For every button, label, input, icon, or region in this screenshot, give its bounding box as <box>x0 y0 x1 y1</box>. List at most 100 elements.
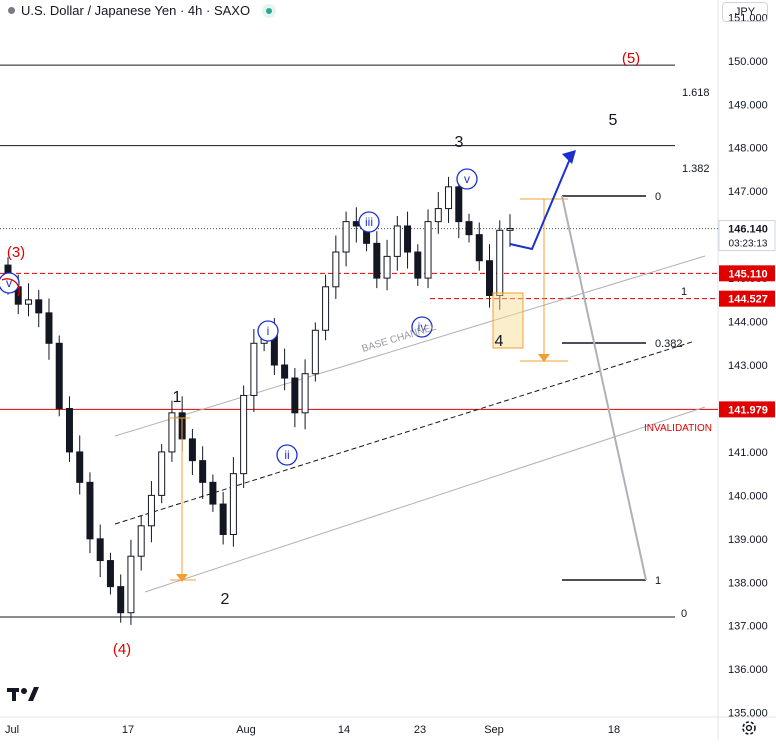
price-axis <box>718 0 776 740</box>
wave-label-circled: iv <box>418 320 427 334</box>
price-tag-resistance-bg <box>719 265 775 282</box>
y-tick-label: 136.000 <box>728 664 768 676</box>
candle-body <box>424 221 432 279</box>
x-tick-label: Aug <box>236 724 256 736</box>
countdown-label: 03:23:13 <box>729 239 768 250</box>
candle-body <box>393 225 401 257</box>
settings-gear-icon[interactable] <box>740 719 758 742</box>
candle-body <box>383 255 391 279</box>
y-tick-label: 139.000 <box>728 534 768 546</box>
fib-label: 1.618 <box>682 87 710 99</box>
y-tick-label: 150.000 <box>728 56 768 68</box>
currency-label: JPY <box>734 6 756 18</box>
candle-body <box>76 451 84 483</box>
y-tick-label: 135.000 <box>728 708 768 720</box>
price-tag-support: 144.527 <box>728 294 768 306</box>
candle-body <box>475 234 483 262</box>
channel-upper-line <box>114 255 706 437</box>
candle-body <box>496 229 504 296</box>
price-tag-support-bg <box>719 290 775 307</box>
wave-label-circled: ii <box>284 448 289 462</box>
y-tick-label: 149.000 <box>728 99 768 111</box>
fib-label: 1 <box>655 575 661 587</box>
candle-body <box>404 225 412 253</box>
wave-label-black: 2 <box>221 591 230 608</box>
wave-circle <box>257 320 279 342</box>
candle-body <box>414 251 422 279</box>
candle-body <box>35 299 43 314</box>
candle-body <box>137 525 145 557</box>
candle-body <box>301 373 309 414</box>
price-tag-invalidation-bg <box>719 401 775 418</box>
candle-body <box>486 260 494 296</box>
candle-body <box>65 407 73 453</box>
x-tick-label: Sep <box>484 724 504 736</box>
fib-projection-diagonal <box>561 195 647 581</box>
tradingview-logo-icon[interactable] <box>6 684 40 707</box>
candle-body <box>219 503 227 535</box>
wave3-arc <box>1 278 20 297</box>
wave-circle <box>456 168 478 190</box>
y-tick-label: 144.000 <box>728 317 768 329</box>
fib-label: 1.382 <box>682 163 710 175</box>
current-price-tag-bg <box>718 220 776 252</box>
current-price-tag: 146.140 <box>728 224 768 236</box>
candle-body <box>55 342 63 409</box>
y-tick-label: 147.000 <box>728 186 768 198</box>
fib-label: 0.382 <box>655 338 683 350</box>
x-tick-label: Jul <box>5 724 19 736</box>
candle-body <box>291 377 299 414</box>
candle-body <box>465 221 473 236</box>
channel-mid-line <box>114 340 696 525</box>
candle-body <box>106 560 114 588</box>
candle-body <box>445 186 453 210</box>
projection-arrow-right <box>538 354 550 362</box>
y-tick-label: 148.000 <box>728 143 768 155</box>
candle-body <box>168 412 176 453</box>
chart-header: U.S. Dollar / Japanese Yen · 4h · SAXO <box>8 3 277 18</box>
wave-label-circled: iii <box>365 215 373 229</box>
channel-lower-line <box>144 406 706 593</box>
price-tag-invalidation: 141.979 <box>728 404 768 416</box>
candle-body <box>127 555 135 614</box>
x-tick-label: 17 <box>122 724 134 736</box>
candle-body <box>281 364 289 379</box>
candle-body <box>342 221 350 253</box>
candle-body <box>209 481 217 505</box>
wave-label-black: 5 <box>609 112 618 129</box>
fib-label: 1 <box>681 286 687 298</box>
candle-body <box>373 242 381 279</box>
y-tick-label: 140.000 <box>728 490 768 502</box>
invalidation-label: INVALIDATION <box>644 423 712 434</box>
wave-label-red: (4) <box>113 641 131 658</box>
candle-body <box>250 342 258 396</box>
wave-label-circled: v <box>6 276 12 290</box>
projection-arrow-left <box>176 574 188 582</box>
candle-body <box>24 299 32 305</box>
symbol-title[interactable]: U.S. Dollar / Japanese Yen · 4h · SAXO <box>21 3 251 18</box>
candle-body <box>117 586 125 614</box>
market-open-icon <box>262 3 277 18</box>
symbol-icon <box>8 7 15 14</box>
y-tick-label: 137.000 <box>728 621 768 633</box>
currency-selector[interactable]: JPY <box>722 2 768 22</box>
projected-path-arrow <box>562 150 576 164</box>
candle-body <box>229 473 237 535</box>
price-tag-resistance: 145.110 <box>728 268 767 280</box>
candle-body <box>434 208 442 223</box>
candle-body <box>147 494 155 527</box>
candle-body <box>86 481 94 540</box>
candle-body <box>199 460 207 483</box>
x-tick-label: 14 <box>338 724 350 736</box>
wave-label-black: 4 <box>495 333 504 350</box>
wave-circle <box>411 316 433 338</box>
candle-body <box>158 451 166 496</box>
wave-circle <box>358 211 380 233</box>
wave-label-black: 1 <box>173 389 182 406</box>
candle-body <box>332 251 340 288</box>
x-tick-label: 23 <box>414 724 426 736</box>
wave-label-circled: i <box>267 324 270 338</box>
candle-body <box>322 286 330 331</box>
